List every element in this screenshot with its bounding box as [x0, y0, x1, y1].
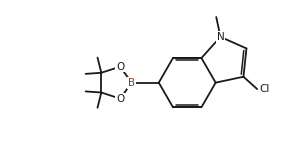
Text: O: O: [116, 62, 124, 72]
Text: N: N: [216, 32, 224, 42]
Text: B: B: [128, 78, 135, 88]
Text: Cl: Cl: [259, 84, 270, 94]
Text: O: O: [116, 94, 124, 104]
